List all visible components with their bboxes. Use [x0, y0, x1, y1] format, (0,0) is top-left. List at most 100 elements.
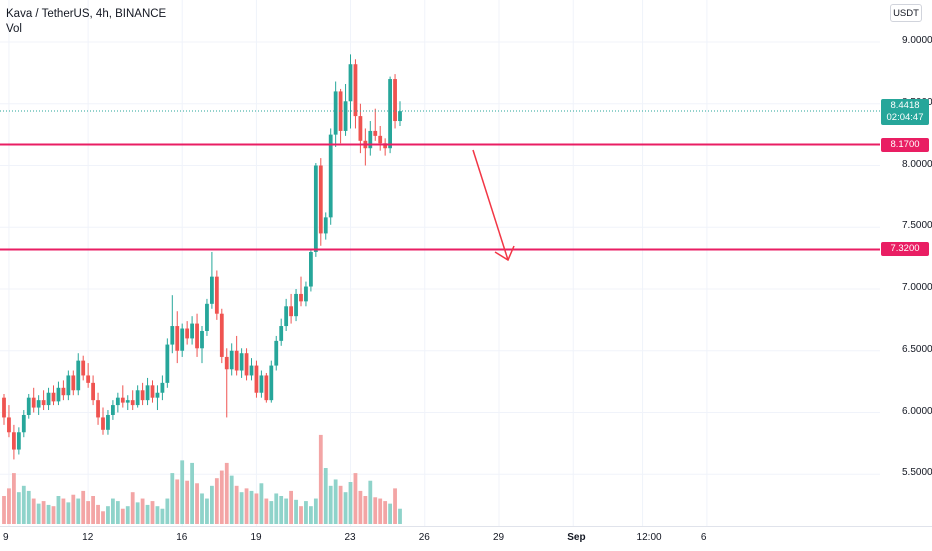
- candle-body: [130, 400, 135, 406]
- volume-bar: [294, 499, 298, 524]
- volume-bar: [12, 473, 16, 524]
- volume-bar: [101, 511, 105, 524]
- price-axis[interactable]: 9.00008.50008.00007.50007.00006.50006.00…: [880, 0, 932, 526]
- volume-bar: [96, 504, 100, 524]
- candle-body: [120, 397, 125, 403]
- candle-body: [289, 306, 293, 317]
- candle-body: [170, 326, 175, 345]
- candle-body: [195, 323, 199, 349]
- candle-body: [41, 400, 46, 406]
- symbol-title[interactable]: Kava / TetherUS, 4h, BINANCE: [6, 8, 167, 20]
- time-tick-label: Sep: [567, 532, 586, 543]
- time-tick-label: 19: [250, 532, 262, 543]
- volume-bar: [229, 475, 234, 524]
- volume-bar: [46, 504, 51, 524]
- volume-bar: [66, 502, 71, 524]
- volume-bar: [373, 497, 378, 524]
- arrow-shaft: [472, 149, 509, 261]
- volume-bar: [16, 492, 21, 524]
- volume-bar: [150, 501, 155, 524]
- candle-body: [26, 397, 31, 415]
- level-price-tag: 8.1700: [881, 137, 929, 152]
- candle-body: [343, 101, 348, 131]
- candle-body: [234, 350, 239, 371]
- candle-body: [51, 392, 56, 402]
- candle-body: [180, 328, 185, 351]
- candle-body: [76, 360, 81, 391]
- candle-body: [140, 390, 145, 401]
- candle-body: [135, 390, 140, 406]
- volume-bar: [279, 496, 284, 524]
- candle-body: [145, 385, 150, 401]
- volume-bar: [224, 462, 229, 524]
- time-tick-label: 26: [418, 532, 430, 543]
- trend-arrow[interactable]: [472, 149, 515, 262]
- volume-bar: [210, 485, 214, 524]
- candle-body: [175, 326, 180, 351]
- candle-body: [279, 326, 284, 341]
- volume-bar: [239, 492, 244, 524]
- volume-bar: [284, 498, 289, 524]
- countdown-timer: 02:04:47: [886, 111, 924, 123]
- candle-body: [165, 344, 170, 383]
- candle-body: [210, 276, 214, 304]
- candle-body: [353, 64, 358, 117]
- candle-body: [294, 293, 298, 317]
- volume-bar: [378, 498, 383, 524]
- candle-body: [338, 91, 343, 131]
- candle-body: [224, 356, 229, 370]
- volume-bar: [309, 506, 313, 524]
- candle-body: [190, 323, 194, 339]
- candle-body: [254, 365, 259, 393]
- volume-bar: [313, 498, 318, 524]
- currency-button[interactable]: USDT: [890, 4, 922, 22]
- candle-body: [81, 360, 86, 376]
- current-price-value: 8.4418: [890, 99, 920, 111]
- time-axis[interactable]: 9 12 16 19 23 26 29 Sep 12:00 6: [0, 526, 932, 551]
- price-tick-label: 7.5000: [902, 220, 932, 232]
- volume-bar: [26, 490, 31, 524]
- candle-body: [373, 130, 378, 136]
- price-chart[interactable]: [0, 0, 880, 526]
- candle-body: [91, 382, 95, 401]
- volume-bar: [130, 492, 135, 524]
- candle-body: [71, 375, 76, 391]
- volume-bar: [333, 479, 338, 524]
- volume-bar: [388, 503, 392, 524]
- volume-bar: [195, 483, 199, 524]
- arrow-head: [494, 245, 515, 262]
- candle-body: [86, 375, 91, 383]
- candle-body: [333, 91, 338, 135]
- candle-body: [2, 397, 6, 418]
- candle-body: [348, 64, 353, 102]
- volume-bar: [328, 485, 333, 524]
- volume-bar: [249, 490, 254, 524]
- candle-body: [155, 392, 160, 398]
- candle-body: [264, 375, 269, 401]
- volume-bar: [140, 498, 145, 524]
- volume-bar: [76, 498, 81, 524]
- candle-body: [125, 400, 130, 403]
- candle-body: [358, 116, 363, 141]
- time-tick-label: 29: [493, 532, 505, 543]
- volume-bar: [155, 506, 160, 524]
- volume-bar: [200, 493, 204, 524]
- price-tick-label: 6.5000: [902, 343, 932, 355]
- price-tick-label: 6.0000: [902, 405, 932, 417]
- candle-body: [274, 340, 279, 366]
- candle-body: [229, 350, 234, 370]
- volume-bar: [338, 485, 343, 524]
- candle-body: [328, 134, 333, 218]
- candle-body: [383, 143, 388, 149]
- volume-indicator-label[interactable]: Vol: [6, 23, 22, 35]
- level-price-tag: 7.3200: [881, 242, 929, 257]
- volume-bar: [36, 503, 41, 524]
- volume-bar: [51, 506, 56, 524]
- volume-bar: [393, 488, 397, 524]
- horizontal-levels[interactable]: [0, 110, 880, 251]
- volume-bar: [219, 470, 224, 524]
- candle-body: [150, 385, 155, 398]
- candle-body: [284, 306, 289, 327]
- candle-body: [318, 165, 323, 234]
- volume-bar: [21, 485, 26, 524]
